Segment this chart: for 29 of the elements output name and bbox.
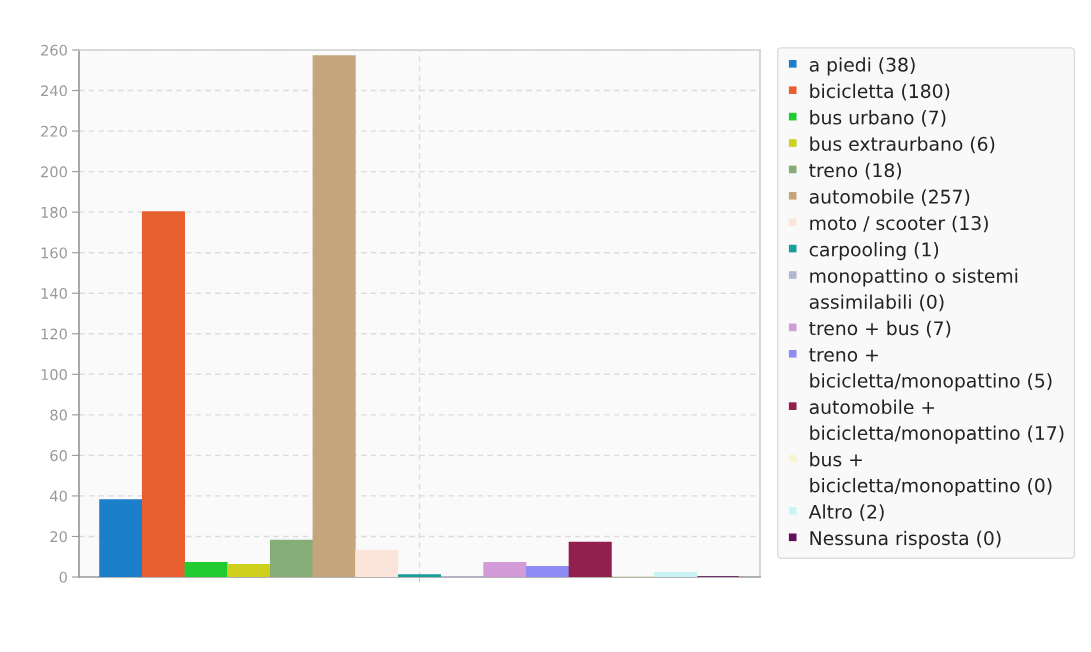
y-tick-label: 140 bbox=[41, 287, 67, 299]
y-tick-label: 200 bbox=[41, 166, 67, 178]
y-tick-label: 120 bbox=[41, 328, 67, 340]
legend-label: automobile + bicicletta/monopattino (17) bbox=[809, 399, 1064, 444]
y-tick-label: 180 bbox=[41, 206, 67, 218]
legend-label: moto / scooter (13) bbox=[810, 215, 988, 233]
y-tick-label: 220 bbox=[41, 125, 67, 137]
y-tick-label: 20 bbox=[50, 531, 67, 543]
legend-label: treno (18) bbox=[809, 162, 902, 180]
legend-label: Nessuna risposta (0) bbox=[810, 530, 1001, 549]
y-tick-label: 100 bbox=[41, 369, 67, 381]
legend-label: treno + bus (7) bbox=[809, 320, 951, 338]
y-tick-label: 60 bbox=[50, 450, 67, 462]
legend-label: a piedi (38) bbox=[809, 57, 915, 76]
legend-label: carpooling (1) bbox=[809, 242, 939, 261]
y-tick-label: 260 bbox=[41, 44, 67, 56]
y-tick-label: 40 bbox=[50, 490, 67, 502]
legend-label: bicicletta (180) bbox=[810, 83, 950, 101]
legend-label: bus urbano (7) bbox=[810, 110, 946, 127]
y-tick-label: 0 bbox=[59, 571, 67, 583]
y-tick-label: 160 bbox=[41, 247, 67, 259]
y-tick-label: 240 bbox=[41, 85, 67, 97]
legend-label: monopattino o sistemi assimilabili (0) bbox=[809, 268, 1018, 312]
legend-label: bus + bicicletta/monopattino (0) bbox=[810, 451, 1052, 497]
legend-label: Altro (2) bbox=[808, 504, 884, 522]
legend-label: automobile (257) bbox=[809, 189, 970, 206]
legend-label: treno + bicicletta/monopattino (5) bbox=[809, 348, 1052, 392]
y-tick-label: 80 bbox=[50, 409, 67, 421]
legend-label: bus extraurbano (6) bbox=[810, 136, 995, 154]
